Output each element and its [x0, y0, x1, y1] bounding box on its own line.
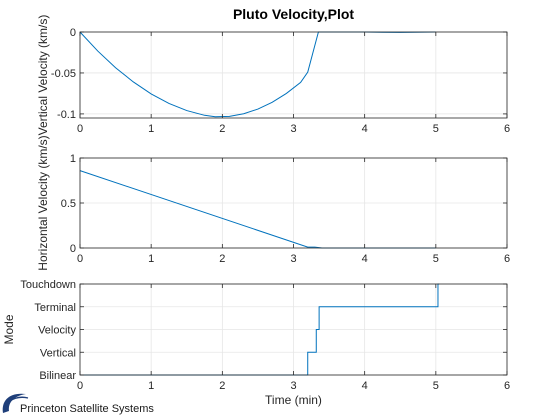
x-tick-label: 5 [433, 123, 439, 135]
company-logo [2, 393, 29, 413]
x-tick-label: 6 [504, 123, 510, 135]
x-tick-label: 5 [433, 380, 439, 392]
y-axis-label: Vertical Velocity (km/s) [36, 15, 50, 136]
x-tick-label: 0 [77, 253, 83, 265]
subplot-vertical-velocity: 0 1 2 3 4 5 6 0 -0.05 -0.1 Vertical Velocity (km/s… [36, 6, 510, 135]
x-tick-label: 1 [148, 253, 154, 265]
x-tick-label: 5 [433, 253, 439, 265]
x-tick-label: 2 [219, 123, 225, 135]
x-tick-label: 3 [290, 380, 296, 392]
x-tick-label: 2 [219, 380, 225, 392]
y-tick-label: Terminal [34, 302, 76, 314]
x-axis-label: Time (min) [265, 393, 322, 407]
subplot-mode: 0 1 2 3 4 5 6 Bilinear Vertical Velocity Terminal T… [2, 279, 510, 407]
y-tick-label: Vertical [40, 347, 76, 359]
x-tick-label: 4 [362, 123, 368, 135]
x-tick-label: 1 [148, 123, 154, 135]
y-tick-label: Bilinear [39, 370, 76, 382]
x-tick-label: 4 [362, 380, 368, 392]
y-tick-label: Touchdown [20, 279, 76, 291]
y-tick-label: -0.1 [57, 109, 76, 121]
x-tick-label: 6 [504, 380, 510, 392]
x-tick-label: 4 [362, 253, 368, 265]
subplot-horizontal-velocity: 0 1 2 3 4 5 6 0 0.5 1 Horizontal Velocity (km/s) [36, 135, 510, 270]
logo-arc-icon [5, 396, 29, 407]
x-tick-label: 2 [219, 253, 225, 265]
x-tick-label: 1 [148, 380, 154, 392]
footer-company-name: Princeton Satellite Systems [20, 403, 154, 415]
x-tick-label: 0 [77, 123, 83, 135]
y-tick-label: 1 [70, 153, 76, 165]
x-tick-label: 0 [77, 380, 83, 392]
chart-title: Pluto Velocity,Plot [233, 6, 354, 22]
y-tick-label: -0.05 [51, 68, 76, 80]
logo-swoosh-icon [2, 393, 27, 413]
x-tick-label: 6 [504, 253, 510, 265]
x-tick-label: 3 [290, 123, 296, 135]
y-tick-label: 0 [70, 27, 76, 39]
y-tick-label: Velocity [38, 325, 76, 337]
x-tick-label: 3 [290, 253, 296, 265]
y-axis-label: Mode [2, 314, 16, 344]
y-axis-label: Horizontal Velocity (km/s) [36, 135, 50, 270]
series-line-1 [80, 283, 440, 376]
y-tick-label: 0.5 [61, 198, 76, 210]
y-tick-label: 0 [70, 243, 76, 255]
